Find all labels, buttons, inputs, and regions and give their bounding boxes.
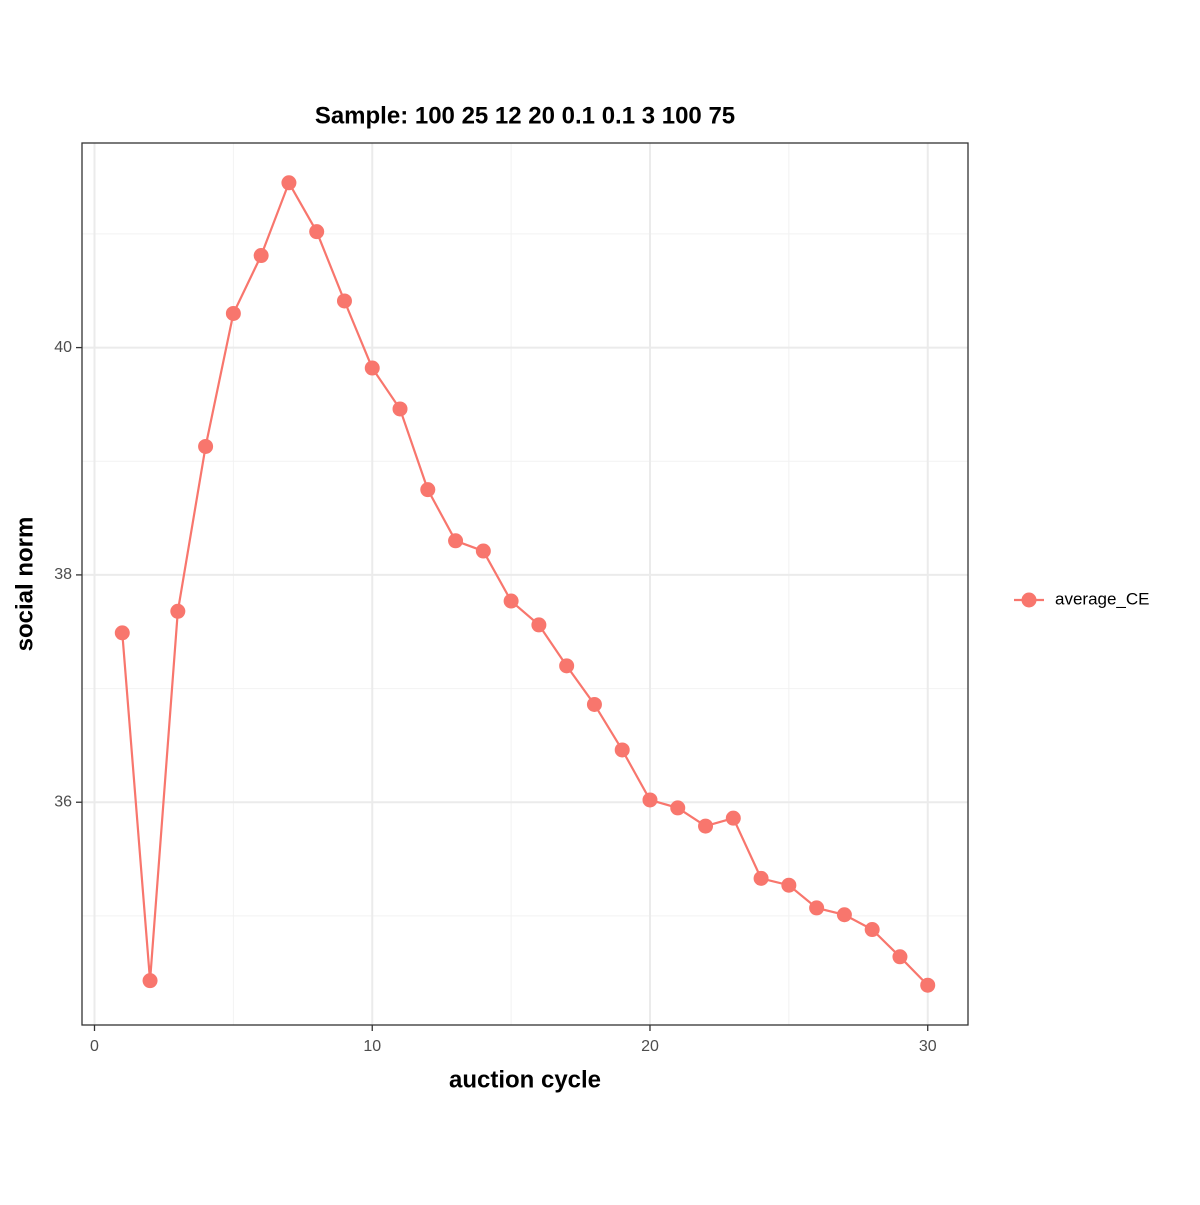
y-tick-label: 40 [54, 339, 72, 356]
data-point [642, 792, 658, 808]
data-point [698, 818, 714, 834]
data-point [475, 543, 491, 559]
y-tick-label: 36 [54, 793, 72, 810]
data-point [864, 922, 880, 938]
panel-border [81, 142, 969, 1026]
data-point [725, 810, 741, 826]
x-tick-label: 10 [363, 1038, 381, 1055]
data-point [114, 625, 130, 641]
data-point [170, 603, 186, 619]
data-point [614, 742, 630, 758]
chart-title: Sample: 100 25 12 20 0.1 0.1 3 100 75 [315, 102, 735, 129]
legend: average_CE [1014, 589, 1150, 608]
data-point [253, 248, 269, 264]
data-point [753, 870, 769, 886]
data-point [920, 977, 936, 993]
data-point [309, 224, 325, 240]
data-point [809, 900, 825, 916]
data-point [281, 175, 297, 191]
plot-area [114, 175, 936, 993]
grid [82, 143, 968, 1025]
data-point [420, 482, 436, 498]
data-point [142, 973, 158, 989]
data-point [336, 293, 352, 309]
data-point [670, 800, 686, 816]
legend-marker [1021, 592, 1037, 608]
data-point [503, 593, 519, 609]
data-point [198, 438, 214, 454]
data-point [559, 658, 575, 674]
data-point [586, 696, 602, 712]
axes: 0 10 20 30 36 38 40 [54, 339, 937, 1055]
x-tick-label: 0 [90, 1038, 99, 1055]
x-tick-label: 30 [919, 1038, 937, 1055]
data-point [781, 877, 797, 893]
data-point [836, 907, 852, 923]
data-point [892, 949, 908, 965]
data-point [225, 305, 241, 321]
data-point [531, 617, 547, 633]
legend-label: average_CE [1055, 589, 1150, 608]
data-point [392, 401, 408, 417]
x-axis-title: auction cycle [449, 1066, 601, 1093]
data-point [364, 360, 380, 376]
data-point [448, 533, 464, 549]
y-tick-label: 38 [54, 566, 72, 583]
y-axis-title: social norm [11, 517, 38, 652]
x-tick-label: 20 [641, 1038, 659, 1055]
